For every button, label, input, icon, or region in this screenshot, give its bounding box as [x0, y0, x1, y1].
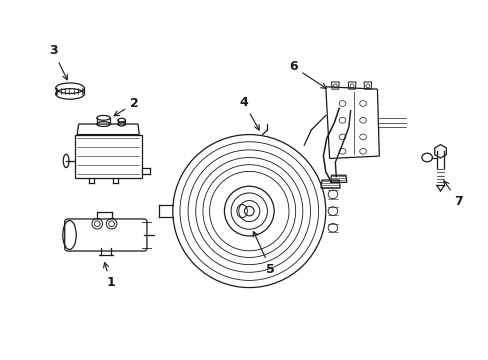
Text: 4: 4 [239, 95, 259, 130]
Text: 2: 2 [114, 97, 139, 116]
Text: 7: 7 [443, 181, 462, 208]
Text: 3: 3 [49, 44, 67, 80]
Text: 1: 1 [103, 262, 115, 289]
Text: 6: 6 [288, 60, 325, 88]
Text: 5: 5 [253, 231, 275, 276]
